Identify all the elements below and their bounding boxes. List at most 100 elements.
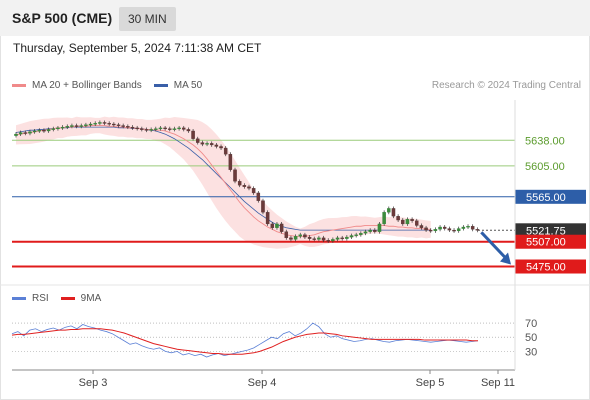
candle-body-5 [37, 130, 42, 132]
candle-body-89 [428, 229, 433, 232]
candle-body-69 [335, 237, 340, 240]
candle-body-52 [256, 192, 261, 201]
candle-body-42 [209, 143, 214, 146]
legend-swatch-9ma [60, 297, 75, 300]
candle-body-2 [23, 132, 28, 134]
candle-body-98 [470, 226, 475, 230]
candle-body-74 [359, 233, 363, 235]
candle-body-80 [387, 208, 391, 213]
level-label-pointer-2 [515, 189, 520, 204]
rsi-tick-1: 50 [525, 332, 537, 344]
candle-body-22 [116, 124, 121, 126]
candle-body-18 [98, 122, 102, 124]
chart-datetime: Thursday, September 5, 2024 7:11:38 AM C… [13, 41, 262, 55]
candle-body-93 [447, 228, 452, 231]
candle-body-6 [42, 130, 46, 132]
candle-body-26 [135, 127, 139, 130]
candle-body-24 [126, 126, 130, 128]
legend-swatch-ma20-bb [12, 84, 26, 87]
candle-body-70 [340, 237, 344, 240]
timeframe-badge[interactable]: 30 MIN [119, 7, 176, 31]
candle-body-47 [233, 169, 237, 182]
candle-body-1 [18, 132, 23, 135]
candle-body-96 [461, 226, 466, 229]
candle-body-34 [172, 128, 177, 130]
bollinger-band [16, 116, 431, 249]
legend-swatch-rsi [12, 297, 26, 300]
candle-body-14 [79, 125, 83, 127]
candle-body-88 [424, 227, 428, 231]
rsi-tick-0: 70 [525, 318, 537, 330]
legend-item-ma20-bb: MA 20 + Bollinger Bands [12, 80, 142, 91]
x-tick-label-3: Sep 11 [481, 377, 515, 389]
rsi-tick-2: 30 [525, 346, 537, 358]
candle-body-35 [177, 127, 181, 130]
legend-item-ma50: MA 50 [153, 80, 202, 91]
legend-item-rsi: RSI [12, 293, 49, 304]
level-label-3: 5521.75 [526, 225, 566, 237]
candle-body-37 [186, 129, 191, 132]
candle-body-9 [56, 127, 60, 130]
candle-body-23 [121, 125, 125, 127]
candle-body-72 [349, 235, 354, 238]
candle-body-32 [163, 127, 167, 130]
candle-body-91 [438, 226, 442, 230]
candle-body-11 [65, 126, 70, 128]
candle-body-43 [214, 144, 219, 147]
level-label-pointer-5 [515, 259, 520, 274]
legend-swatch-ma50 [153, 84, 168, 87]
candle-body-4 [32, 130, 37, 133]
level-label-bg-3 [515, 223, 586, 238]
candle-body-21 [112, 123, 116, 126]
forecast-arrow-shaft [480, 231, 510, 262]
candle-body-62 [303, 234, 307, 238]
candle-body-58 [284, 231, 289, 239]
ma20-line [15, 125, 431, 237]
candle-body-79 [382, 212, 386, 225]
legend-label-ma20-bb: MA 20 + Bollinger Bands [32, 80, 142, 91]
research-credit: Research © 2024 Trading Central [431, 80, 581, 91]
candle-body-46 [228, 154, 233, 170]
candle-body-28 [144, 129, 149, 131]
candle-body-27 [140, 128, 144, 130]
candle-body-44 [219, 146, 223, 149]
candle-body-61 [298, 234, 303, 237]
candle-body-25 [130, 126, 135, 129]
legend-item-9ma: 9MA [60, 293, 102, 304]
rsi-series-rsi [11, 322, 479, 358]
x-tick-label-1: Sep 4 [248, 377, 277, 389]
candle-body-19 [102, 122, 107, 124]
level-label-bg-5 [515, 259, 586, 274]
candle-body-67 [326, 240, 330, 242]
candle-body-94 [452, 229, 456, 232]
candle-body-71 [345, 236, 349, 239]
rsi-series-9ma [11, 328, 478, 355]
legend-label-9ma: 9MA [80, 293, 102, 304]
candle-body-68 [331, 239, 335, 242]
candle-body-45 [223, 147, 228, 155]
candle-body-66 [321, 237, 326, 241]
candle-body-10 [60, 126, 65, 129]
x-tick-label-0: Sep 3 [79, 377, 108, 389]
candle-body-39 [195, 138, 200, 143]
candle-body-48 [237, 181, 242, 186]
level-label-bg-4 [515, 234, 586, 249]
candle-body-3 [28, 131, 32, 134]
candle-body-87 [419, 225, 424, 228]
candle-body-55 [270, 223, 275, 228]
candles [14, 120, 480, 243]
candle-body-75 [363, 231, 368, 234]
level-label-bg-2 [515, 189, 586, 204]
candle-body-90 [433, 229, 438, 232]
candle-body-36 [182, 127, 186, 130]
candle-body-40 [200, 142, 205, 145]
candle-body-85 [410, 219, 414, 221]
candle-body-50 [247, 186, 251, 189]
level-label-0: 5638.00 [525, 135, 565, 147]
level-label-2: 5565.00 [526, 192, 566, 204]
level-label-5: 5475.00 [526, 262, 566, 274]
candle-body-38 [191, 130, 195, 139]
candle-body-60 [293, 236, 298, 240]
candle-body-13 [74, 125, 79, 127]
